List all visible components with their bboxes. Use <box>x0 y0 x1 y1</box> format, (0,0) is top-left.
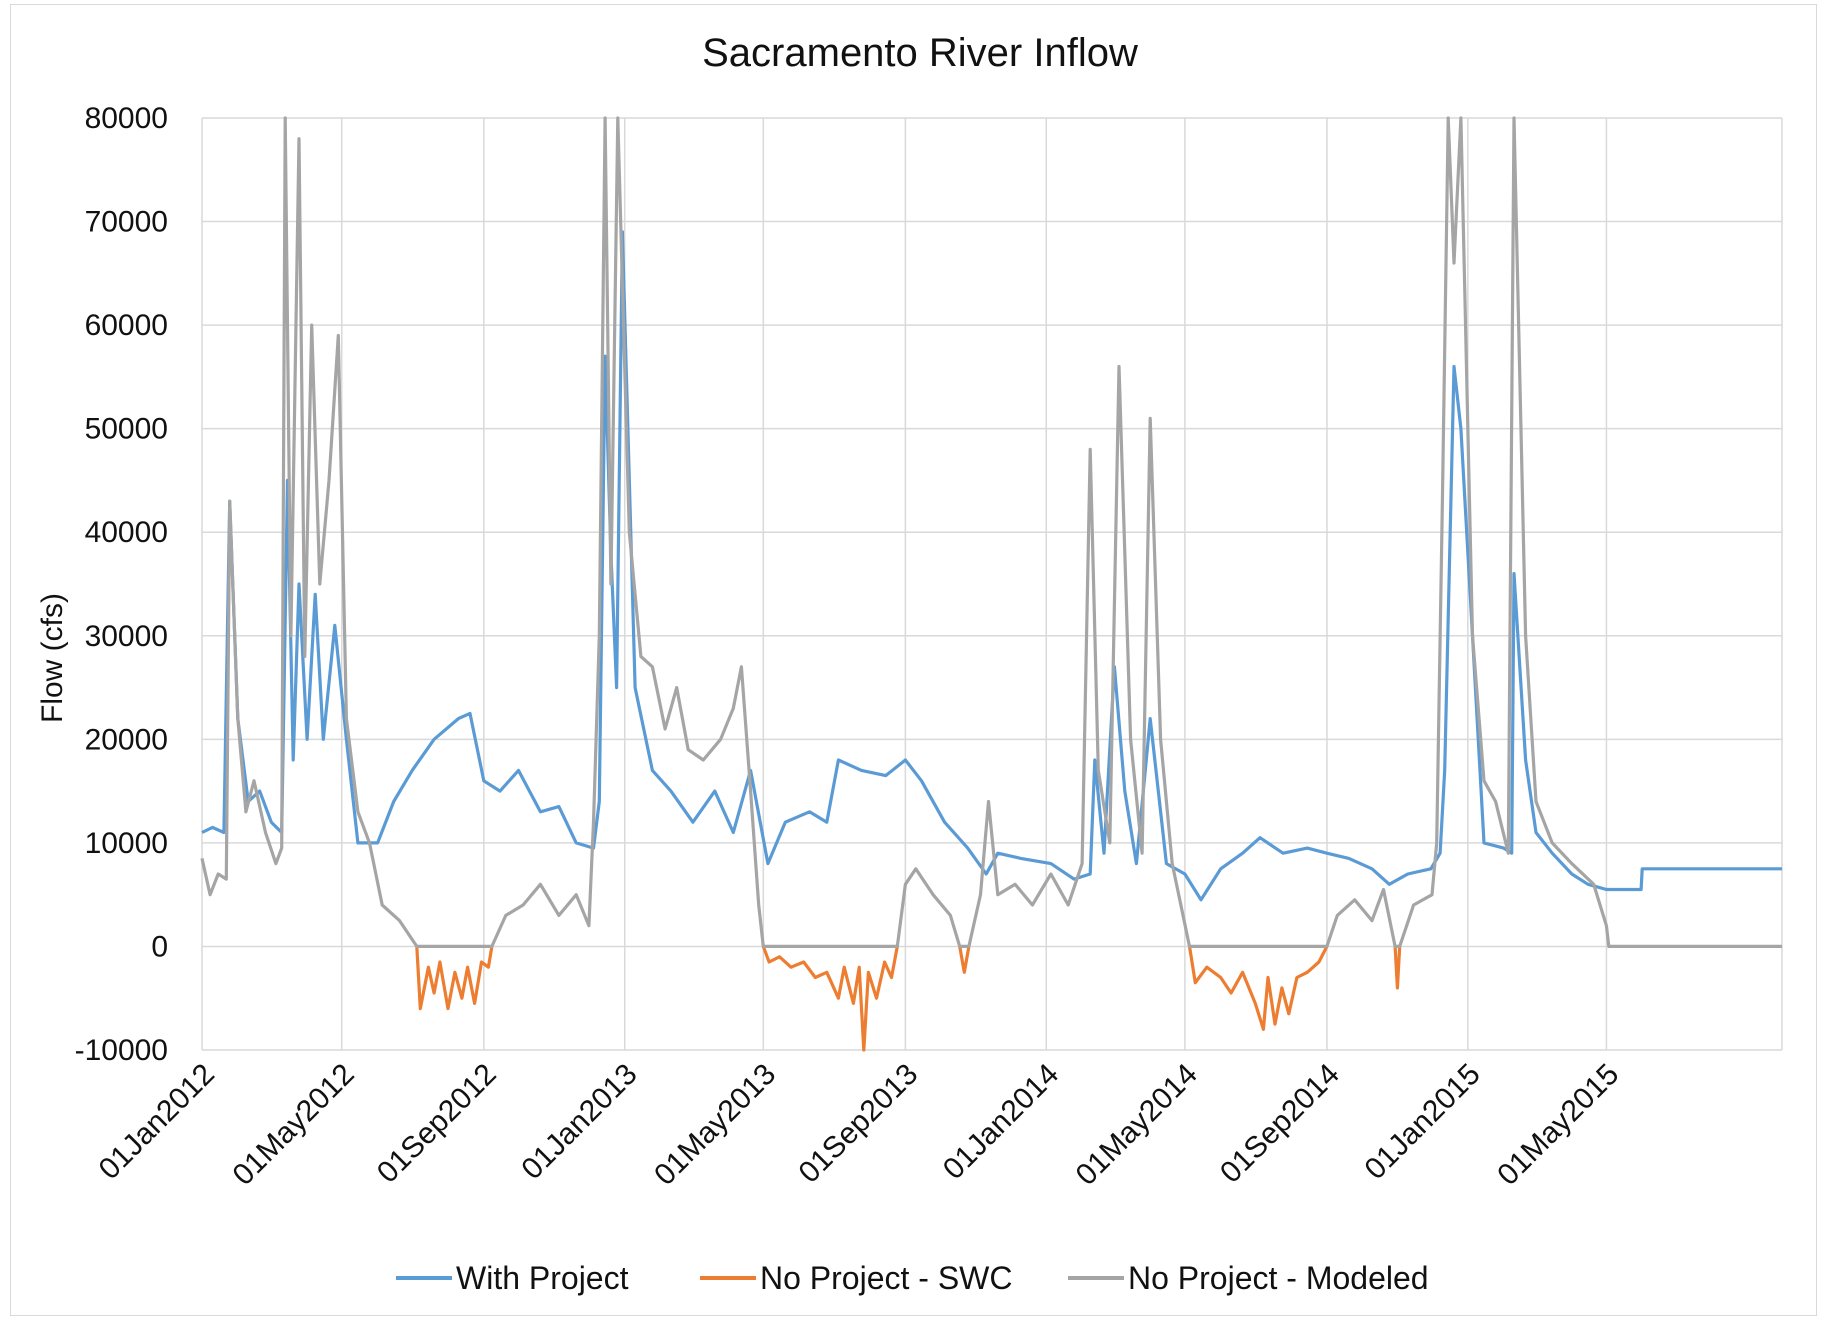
y-tick-label: 20000 <box>85 723 168 756</box>
x-tick-label: 01May2013 <box>648 1058 782 1192</box>
series-group <box>200 116 1783 1052</box>
y-tick-label: 60000 <box>85 309 168 342</box>
legend-label: No Project - SWC <box>760 1260 1012 1296</box>
series-1 <box>415 945 1402 1052</box>
x-tick-label: 01Jan2015 <box>1358 1058 1486 1186</box>
x-tick-label: 01Jan2012 <box>93 1058 221 1186</box>
legend-item: No Project - SWC <box>700 1260 1012 1296</box>
y-tick-label: 10000 <box>85 827 168 860</box>
grid-lines <box>201 117 1783 1051</box>
x-tick-label: 01Jan2013 <box>515 1058 643 1186</box>
x-tick-label: 01Sep2014 <box>1214 1058 1346 1190</box>
series-line <box>201 230 1782 902</box>
y-tick-label: 50000 <box>85 413 168 446</box>
y-tick-label: 0 <box>151 930 168 963</box>
series-2 <box>200 116 1783 948</box>
legend: With Project No Project - SWC No Project -… <box>396 1260 1429 1296</box>
x-axis-ticks: 01Jan2012 01May2012 01Sep2012 01Jan2013 01Ma… <box>93 1058 1626 1192</box>
y-axis-title: Flow (cfs) <box>36 593 69 723</box>
legend-item: With Project <box>396 1260 629 1296</box>
series-line <box>415 945 1402 1052</box>
y-tick-label: 80000 <box>85 102 168 135</box>
legend-label: No Project - Modeled <box>1128 1260 1429 1296</box>
series-line <box>200 116 1782 948</box>
y-tick-label: 40000 <box>85 516 168 549</box>
x-tick-label: 01May2014 <box>1070 1058 1204 1192</box>
y-tick-label: 70000 <box>85 206 168 239</box>
x-tick-label: 01Jan2014 <box>937 1058 1065 1186</box>
y-tick-label: -10000 <box>75 1034 168 1067</box>
y-axis-ticks: 80000 70000 60000 50000 40000 30000 20000 10000… <box>75 102 168 1067</box>
y-tick-label: 30000 <box>85 620 168 653</box>
x-tick-label: 01Sep2012 <box>371 1058 503 1190</box>
chart-title: Sacramento River Inflow <box>702 31 1138 75</box>
x-tick-label: 01May2012 <box>226 1058 360 1192</box>
x-tick-label: 01May2015 <box>1491 1058 1625 1192</box>
x-tick-label: 01Sep2013 <box>792 1058 924 1190</box>
series-0 <box>201 230 1783 902</box>
legend-item: No Project - Modeled <box>1068 1260 1429 1296</box>
legend-label: With Project <box>456 1260 629 1296</box>
